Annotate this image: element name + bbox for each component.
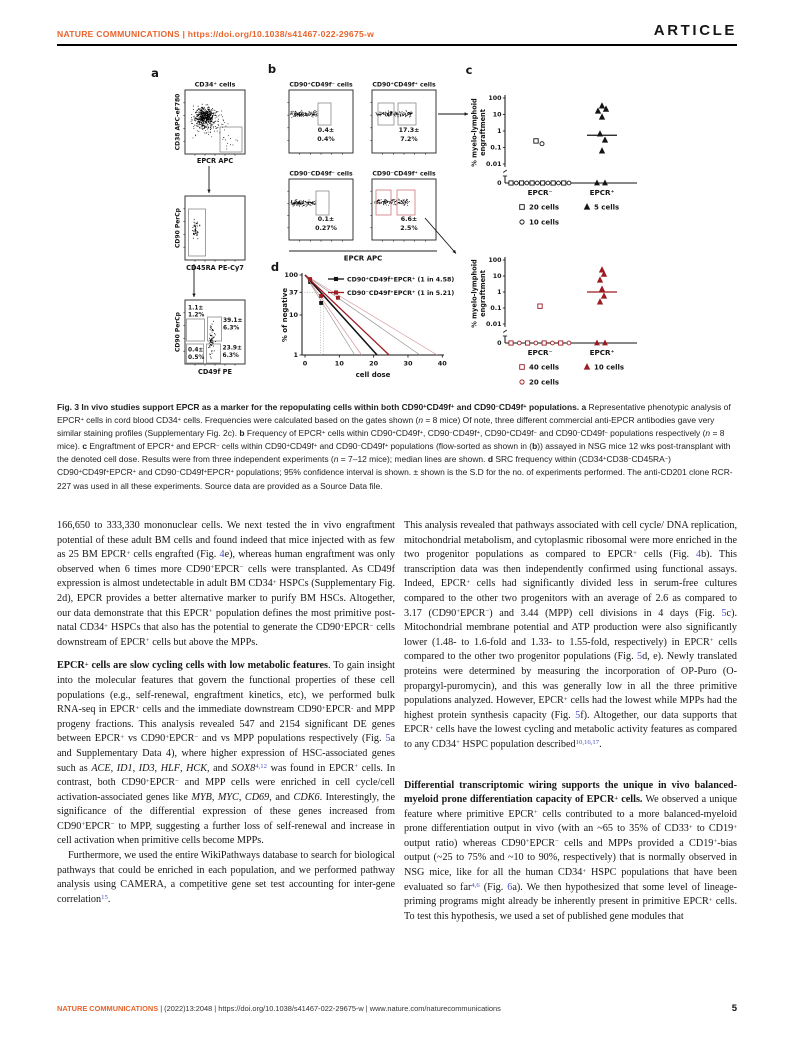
paragraph-right-1: This analysis revealed that pathways ass… <box>404 520 738 750</box>
svg-text:10: 10 <box>335 360 345 368</box>
svg-text:EPCR APC: EPCR APC <box>344 255 383 263</box>
section-epcr-slow-cycling: EPCR+ cells are slow cycling cells with … <box>57 660 396 847</box>
svg-text:100: 100 <box>488 95 502 102</box>
svg-text:CD49f PE: CD49f PE <box>198 368 232 376</box>
svg-text:39.1±: 39.1± <box>223 318 243 324</box>
svg-text:40 cells: 40 cells <box>529 364 559 372</box>
svg-text:EPCR⁻: EPCR⁻ <box>528 348 553 357</box>
body-column-left: 166,650 to 333,330 mononuclear cells. We… <box>57 519 395 907</box>
svg-text:7.2%: 7.2% <box>400 136 418 143</box>
svg-text:100: 100 <box>284 271 298 279</box>
svg-text:6.3%: 6.3% <box>223 353 239 359</box>
svg-text:10: 10 <box>493 112 502 119</box>
svg-text:0: 0 <box>303 360 308 368</box>
svg-text:6.6±: 6.6± <box>401 216 417 223</box>
svg-text:EPCR⁺: EPCR⁺ <box>590 188 615 197</box>
svg-text:6.3%: 6.3% <box>223 326 239 332</box>
svg-text:CD34⁺ cells: CD34⁺ cells <box>195 81 236 89</box>
svg-text:CD45RA PE-Cy7: CD45RA PE-Cy7 <box>186 264 244 272</box>
svg-text:20 cells: 20 cells <box>529 379 559 387</box>
svg-text:0.4±: 0.4± <box>318 127 334 134</box>
journal-doi-header: NATURE COMMUNICATIONS | https://doi.org/… <box>57 29 375 39</box>
svg-text:CD90 PerCp: CD90 PerCp <box>175 207 182 248</box>
svg-text:37: 37 <box>289 288 298 296</box>
svg-text:0.1±: 0.1± <box>318 216 334 223</box>
footer-citation: NATURE COMMUNICATIONS | (2022)13:2048 | … <box>57 1004 501 1013</box>
svg-text:30: 30 <box>403 360 413 368</box>
svg-text:CD90⁻CD49f⁺ cells: CD90⁻CD49f⁺ cells <box>372 171 436 178</box>
svg-text:10: 10 <box>493 273 502 280</box>
svg-text:17.3±: 17.3± <box>399 127 420 134</box>
svg-text:EPCR APC: EPCR APC <box>197 157 233 165</box>
svg-text:CD90⁻CD49f⁺EPCR⁺ (1 in 5.21): CD90⁻CD49f⁺EPCR⁺ (1 in 5.21) <box>347 290 454 297</box>
svg-text:b: b <box>268 62 276 76</box>
svg-text:5 cells: 5 cells <box>594 204 619 212</box>
svg-text:CD90 PerCp: CD90 PerCp <box>175 311 182 352</box>
svg-text:engraftment: engraftment <box>479 270 487 317</box>
svg-text:d: d <box>271 260 279 274</box>
svg-text:0: 0 <box>497 340 502 347</box>
footer-journal-name: NATURE COMMUNICATIONS <box>57 1004 159 1013</box>
svg-text:1.1±: 1.1± <box>188 306 203 312</box>
svg-text:40: 40 <box>438 360 448 368</box>
svg-text:1.2%: 1.2% <box>188 313 204 319</box>
svg-text:0.5%: 0.5% <box>188 355 204 361</box>
svg-text:0: 0 <box>497 180 502 187</box>
page-number: 5 <box>731 1003 737 1014</box>
svg-text:0.01: 0.01 <box>486 161 502 168</box>
svg-text:EPCR⁺: EPCR⁺ <box>590 348 615 357</box>
svg-text:0.1: 0.1 <box>490 145 501 152</box>
footer-citation-rest: | (2022)13:2048 | https://doi.org/10.103… <box>158 1004 501 1013</box>
svg-text:10: 10 <box>289 311 299 319</box>
body-column-right: This analysis revealed that pathways ass… <box>404 519 737 924</box>
svg-text:CD90⁻CD49f⁻ cells: CD90⁻CD49f⁻ cells <box>289 171 353 178</box>
svg-text:10 cells: 10 cells <box>594 364 624 372</box>
svg-text:CD90⁺CD49f⁻ cells: CD90⁺CD49f⁻ cells <box>289 82 353 89</box>
page-header: NATURE COMMUNICATIONS | https://doi.org/… <box>57 22 737 46</box>
svg-text:% myelo-lymphoid: % myelo-lymphoid <box>471 259 479 328</box>
svg-text:c: c <box>466 63 473 77</box>
svg-text:engraftment: engraftment <box>479 109 487 156</box>
figure-3: a CD34⁺ cells CD38 APC-eF780 EPCR APC CD90 P… <box>151 62 637 387</box>
svg-text:0.01: 0.01 <box>486 321 502 328</box>
svg-text:20 cells: 20 cells <box>529 204 559 212</box>
svg-text:10 cells: 10 cells <box>529 219 559 227</box>
svg-text:2.5%: 2.5% <box>400 225 418 232</box>
paragraph-left-1: 166,650 to 333,330 mononuclear cells. We… <box>57 520 396 648</box>
svg-text:100: 100 <box>488 257 502 264</box>
svg-text:a: a <box>151 66 159 80</box>
svg-text:1: 1 <box>497 128 501 135</box>
figure-caption: Fig. 3 In vivo studies support EPCR as a… <box>57 402 733 491</box>
article-type-label: ARTICLE <box>653 22 737 39</box>
svg-text:0.1: 0.1 <box>490 305 501 312</box>
svg-text:CD90⁺CD49f⁺ cells: CD90⁺CD49f⁺ cells <box>372 82 436 89</box>
svg-text:CD38 APC-eF780: CD38 APC-eF780 <box>175 94 182 151</box>
svg-text:20: 20 <box>369 360 379 368</box>
svg-text:0.4±: 0.4± <box>188 348 203 354</box>
svg-text:1: 1 <box>293 351 298 359</box>
svg-text:0.4%: 0.4% <box>317 136 335 143</box>
page-footer: NATURE COMMUNICATIONS | (2022)13:2048 | … <box>57 1003 737 1014</box>
svg-text:0.27%: 0.27% <box>315 225 338 232</box>
paragraph-left-3: Furthermore, we used the entire WikiPath… <box>57 850 395 905</box>
svg-text:EPCR⁻: EPCR⁻ <box>528 188 553 197</box>
svg-text:cell dose: cell dose <box>356 371 391 379</box>
svg-text:% myelo-lymphoid: % myelo-lymphoid <box>471 98 479 167</box>
svg-text:23.9±: 23.9± <box>223 346 243 352</box>
svg-text:1: 1 <box>497 289 501 296</box>
svg-text:% of negative: % of negative <box>281 288 289 343</box>
section-differential-transcriptomic: Differential transcriptomic wiring suppo… <box>404 779 738 922</box>
svg-text:CD90⁺CD49f⁺EPCR⁺ (1 in 4.58): CD90⁺CD49f⁺EPCR⁺ (1 in 4.58) <box>347 276 454 283</box>
